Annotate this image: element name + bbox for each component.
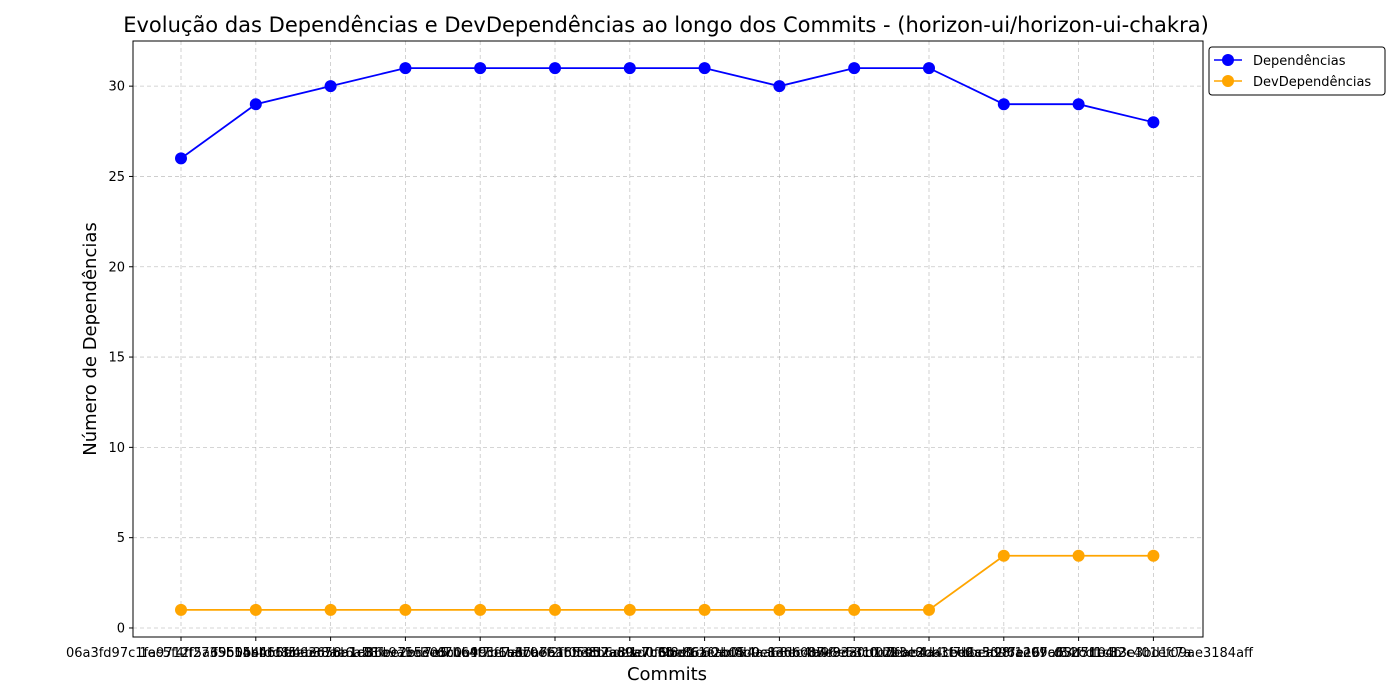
data-point	[549, 62, 561, 75]
x-tick-label: 3c0ef2fb5e8b6de1d0f6be86af2b05	[514, 646, 745, 661]
data-point	[249, 98, 262, 111]
y-tick-label: 20	[108, 260, 125, 275]
x-tick-label: 4d0c8e6b0b5e9d3f1f02bbe2da3ee0	[735, 646, 973, 661]
legend-box	[1208, 46, 1386, 96]
series-line-1	[181, 554, 1154, 611]
data-point	[1147, 116, 1160, 129]
x-tick-label: d7b64f7b1ae7b76a6f59d2a80e7c6b	[436, 646, 674, 661]
x-tick-label: f5b14b4b5f5eb38ae6a58fbe2bd7e5	[213, 646, 448, 661]
data-point	[324, 603, 337, 616]
x-tick-label: 1ec5f4ff2735b55ab66bb03c7bb1c8	[139, 646, 372, 661]
x-tick-label: 2a5d96ae09cf84f5ff0df3e3bd1c7a	[966, 646, 1192, 661]
series-layer	[175, 62, 1160, 616]
data-point	[1072, 549, 1085, 562]
data-point	[997, 549, 1010, 562]
y-tick-label: 30	[108, 80, 125, 95]
chart-title: Evolução das Dependências e DevDependênc…	[123, 13, 1209, 37]
data-point	[923, 62, 935, 75]
y-axis-ticks: 0 5 10 15 20 25 30	[108, 80, 133, 636]
legend-marker-devdependencias	[1222, 75, 1234, 87]
x-tick-label: c57ad9a7b3f8e1c60ad8b9e13d6c87	[585, 646, 825, 661]
data-point	[623, 603, 636, 616]
plot-area-frame	[132, 40, 1204, 638]
data-point	[848, 62, 861, 75]
data-point	[175, 603, 187, 616]
y-tick-label: 0	[117, 621, 125, 636]
data-point	[698, 62, 711, 75]
data-point	[549, 603, 561, 616]
legend-label-dependencias: Dependências	[1253, 54, 1346, 69]
y-axis-label: Número de Dependências	[80, 222, 101, 456]
x-axis-ticks: 06a3fd97c1fa9712f5a6950b4fdd8c1ec5f4ff27…	[66, 637, 1254, 661]
x-tick-label: 81b9a5e3e6b0e99cf6b6ba6a1f0f3c	[364, 646, 597, 661]
data-point	[249, 603, 262, 616]
data-point	[923, 603, 935, 616]
y-tick-label: 5	[117, 531, 125, 546]
data-point	[324, 80, 337, 93]
legend: Dependências DevDependências	[1208, 46, 1386, 96]
series-line-0	[180, 67, 1154, 160]
x-tick-label: e4ae658a1a86ec7e5e03c1b4c5e7ab	[284, 646, 526, 661]
legend-marker-dependencias	[1222, 54, 1234, 66]
data-point	[773, 603, 786, 616]
y-tick-label: 25	[108, 170, 125, 185]
data-point	[698, 603, 711, 616]
data-point	[175, 152, 187, 165]
data-point	[1147, 549, 1160, 562]
data-point	[773, 80, 786, 93]
legend-label-devdependencias: DevDependências	[1253, 75, 1371, 90]
data-point	[474, 603, 487, 616]
data-point	[474, 62, 487, 75]
x-tick-label: 9bdf61eab0a4aa68ec4b4f83a0b1d2	[661, 646, 898, 661]
data-point	[848, 603, 861, 616]
data-point	[399, 603, 412, 616]
data-point	[623, 62, 636, 75]
x-tick-label: 7f3e8bb1f7bbea98f1297a63d71e4b	[886, 646, 1122, 661]
y-tick-label: 15	[108, 351, 125, 366]
data-point	[399, 62, 412, 75]
x-tick-label: d52cd1c32c401ef09ae3184aff	[1054, 646, 1254, 661]
data-point	[997, 98, 1010, 111]
grid-lines	[133, 41, 1203, 637]
x-axis-label: Commits	[627, 664, 707, 685]
x-tick-label: a96e53c0ddeab4a4cbd6c3f2f7e16f	[813, 646, 1045, 661]
data-point	[1072, 98, 1085, 111]
x-tick-label: 06a3fd97c1fa9712f5a6950b4fdd8c	[66, 646, 296, 661]
y-tick-label: 10	[108, 441, 125, 456]
